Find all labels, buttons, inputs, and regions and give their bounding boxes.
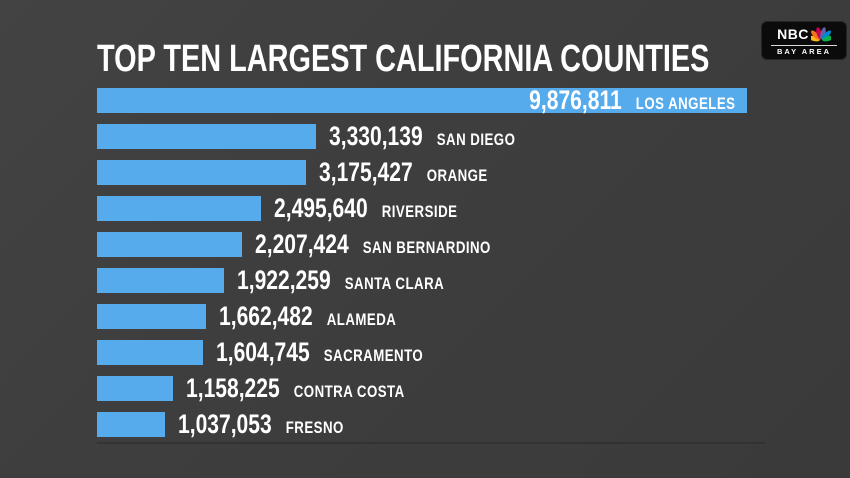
chart-title: TOP TEN LARGEST CALIFORNIA COUNTIES <box>97 38 710 80</box>
bar <box>97 232 242 257</box>
bar-row: 3,330,139 SAN DIEGO <box>97 123 747 150</box>
county-label: SACRAMENTO <box>323 346 424 365</box>
value-label: 1,922,259 <box>237 265 331 295</box>
bar-labels: 9,876,811 LOS ANGELES <box>529 87 735 114</box>
county-label: FRESNO <box>285 418 344 437</box>
bar-labels: 2,207,424 SAN BERNARDINO <box>255 231 491 258</box>
bar-row: 9,876,811 LOS ANGELES <box>97 87 747 114</box>
bar <box>97 124 316 149</box>
bar-labels: 1,662,482 ALAMEDA <box>219 303 396 330</box>
county-label: ORANGE <box>426 166 488 185</box>
bar-row: 2,207,424 SAN BERNARDINO <box>97 231 747 258</box>
chart-baseline-rule <box>97 442 765 444</box>
bar <box>97 304 206 329</box>
peacock-feather <box>822 35 831 42</box>
bar-labels: 1,604,745 SACRAMENTO <box>216 339 423 366</box>
value-label: 1,604,745 <box>216 337 310 367</box>
value-label: 1,158,225 <box>186 373 280 403</box>
bar-row: 1,922,259 SANTA CLARA <box>97 267 747 294</box>
bar <box>97 412 165 437</box>
bar-row: 1,662,482 ALAMEDA <box>97 303 747 330</box>
bar <box>97 340 203 365</box>
bar-labels: 1,037,053 FRESNO <box>178 411 344 438</box>
bar-chart: 9,876,811 LOS ANGELES 3,330,139 SAN DIEGO 3,… <box>97 87 747 448</box>
bar <box>97 376 173 401</box>
bar: 9,876,811 LOS ANGELES <box>97 87 747 114</box>
county-label: SANTA CLARA <box>344 274 445 293</box>
logo-top-row: NBC <box>777 25 831 43</box>
value-label: 2,495,640 <box>274 193 368 223</box>
bar-labels: 1,158,225 CONTRA COSTA <box>186 375 405 402</box>
peacock-feather <box>821 30 831 40</box>
bar-row: 1,604,745 SACRAMENTO <box>97 339 747 366</box>
logo-region-label: BAY AREA <box>771 45 837 56</box>
bar-row: 3,175,427 ORANGE <box>97 159 747 186</box>
county-label: SAN BERNARDINO <box>362 238 491 257</box>
county-label: CONTRA COSTA <box>293 382 405 401</box>
bar-labels: 1,922,259 SANTA CLARA <box>237 267 444 294</box>
peacock-feather <box>810 30 821 40</box>
bar-labels: 3,175,427 ORANGE <box>319 159 488 186</box>
county-label: SAN DIEGO <box>436 130 516 149</box>
bar-row: 1,037,053 FRESNO <box>97 411 747 438</box>
value-label: 1,662,482 <box>219 301 313 331</box>
nbc-wordmark: NBC <box>777 26 809 42</box>
county-label: LOS ANGELES <box>635 94 735 113</box>
value-label: 1,037,053 <box>178 409 272 439</box>
value-label: 9,876,811 <box>528 85 622 115</box>
value-label: 3,175,427 <box>319 157 413 187</box>
bar <box>97 160 306 185</box>
bar-labels: 2,495,640 RIVERSIDE <box>274 195 457 222</box>
value-label: 2,207,424 <box>255 229 349 259</box>
bar-row: 1,158,225 CONTRA COSTA <box>97 375 747 402</box>
bar <box>97 268 224 293</box>
bar <box>97 196 261 221</box>
bar-row: 2,495,640 RIVERSIDE <box>97 195 747 222</box>
county-label: ALAMEDA <box>326 310 397 329</box>
county-label: RIVERSIDE <box>381 202 458 221</box>
bar-labels: 3,330,139 SAN DIEGO <box>329 123 515 150</box>
value-label: 3,330,139 <box>329 121 423 151</box>
nbc-peacock-icon <box>810 27 831 42</box>
nbc-bay-area-logo: NBC BAY AREA <box>762 22 846 59</box>
